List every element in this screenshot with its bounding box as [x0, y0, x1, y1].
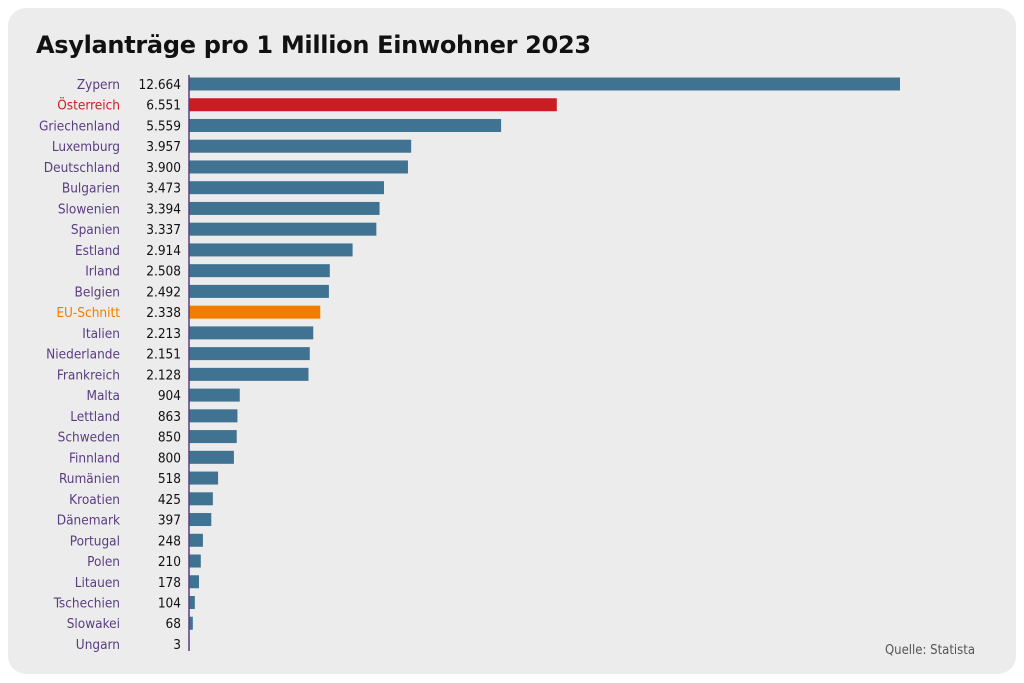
value-label: 3: [173, 637, 181, 653]
category-label: Polen: [87, 554, 120, 570]
bar: [189, 264, 330, 278]
category-label: Griechenland: [39, 118, 120, 134]
value-label: 2.128: [146, 367, 181, 383]
value-label: 3.337: [146, 222, 181, 238]
category-label: Kroatien: [69, 492, 120, 508]
category-label: Frankreich: [57, 367, 120, 383]
category-label: Irland: [85, 264, 120, 280]
category-label: Estland: [75, 243, 120, 259]
chart-title: Asylanträge pro 1 Million Einwohner 2023: [36, 31, 591, 59]
category-label: Niederlande: [46, 347, 120, 363]
bar: [189, 409, 238, 423]
value-label: 2.151: [146, 347, 181, 363]
value-label: 2.213: [146, 326, 181, 342]
value-label: 2.914: [146, 243, 181, 259]
bar: [189, 118, 502, 132]
category-label: Zypern: [77, 77, 120, 93]
category-label: Österreich: [57, 96, 120, 114]
bar: [189, 222, 377, 236]
value-label: 518: [158, 471, 181, 487]
value-label: 863: [158, 409, 181, 425]
value-label: 3.394: [146, 201, 181, 217]
category-label: Finnland: [69, 450, 120, 466]
bar: [189, 367, 309, 381]
value-label: 104: [158, 596, 181, 612]
bar: [189, 139, 412, 153]
category-label: Schweden: [58, 430, 120, 446]
value-label: 5.559: [146, 118, 181, 134]
value-label: 850: [158, 430, 181, 446]
category-label: Deutschland: [44, 160, 120, 176]
value-label: 6.551: [146, 98, 181, 114]
chart-card: [8, 8, 1016, 674]
value-label: 3.900: [146, 160, 181, 176]
bar: [189, 388, 240, 402]
category-label: Ungarn: [76, 637, 120, 653]
value-label: 210: [158, 554, 181, 570]
bar: [189, 533, 203, 547]
category-label: Spanien: [71, 222, 120, 238]
bar: [189, 305, 321, 319]
value-label: 2.508: [146, 264, 181, 280]
category-label: Slowakei: [67, 616, 120, 632]
category-label: Dänemark: [57, 513, 120, 529]
value-label: 3.473: [146, 181, 181, 197]
value-label: 248: [158, 533, 181, 549]
bar: [189, 181, 384, 195]
category-label: Italien: [82, 326, 120, 342]
value-label: 3.957: [146, 139, 181, 155]
bar: [189, 284, 329, 298]
value-label: 2.338: [146, 305, 181, 321]
category-label: Tschechien: [53, 596, 120, 612]
bar: [189, 471, 219, 485]
category-label: Slowenien: [58, 201, 120, 217]
value-label: 397: [158, 513, 181, 529]
bar: [189, 77, 900, 91]
category-label: Litauen: [75, 575, 120, 591]
bar: [189, 98, 557, 112]
bar: [189, 201, 380, 215]
category-label: Malta: [87, 388, 121, 404]
value-label: 178: [158, 575, 181, 591]
bar: [189, 450, 234, 464]
category-label: EU-Schnitt: [56, 305, 120, 321]
bar: [189, 616, 193, 630]
bar: [189, 492, 213, 506]
value-label: 68: [166, 616, 181, 632]
category-label: Luxemburg: [52, 139, 120, 155]
bar: [189, 430, 237, 444]
value-label: 800: [158, 450, 181, 466]
category-label: Bulgarien: [62, 181, 120, 197]
source-note: Quelle: Statista: [884, 643, 975, 658]
category-label: Rumänien: [59, 471, 120, 487]
category-label: Portugal: [70, 533, 120, 549]
bar: [189, 596, 195, 609]
bar: [189, 575, 199, 589]
category-label: Belgien: [75, 284, 120, 300]
category-label: Lettland: [70, 409, 120, 425]
value-label: 425: [158, 492, 181, 508]
bar: [189, 326, 314, 340]
value-label: 2.492: [146, 284, 181, 300]
bar: [189, 243, 353, 257]
bar: [189, 160, 408, 174]
bar: [189, 554, 201, 568]
bar: [189, 513, 212, 527]
value-label: 904: [158, 388, 181, 404]
value-label: 12.664: [139, 77, 182, 93]
bar: [189, 347, 310, 361]
